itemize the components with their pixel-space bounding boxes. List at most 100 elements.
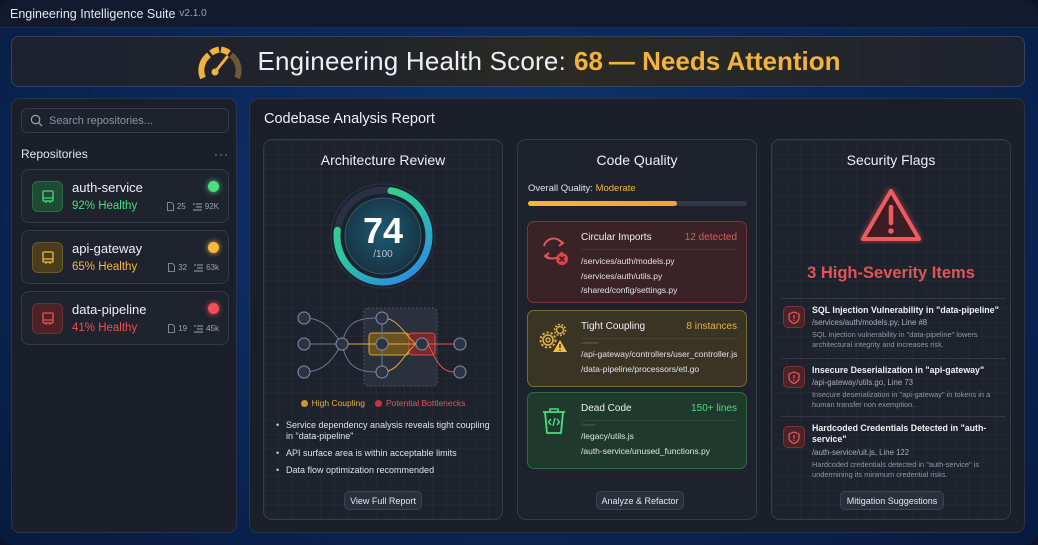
panel-title: Security Flags [846, 152, 936, 168]
lines-icon [194, 325, 204, 332]
issue-dead-code[interactable]: Dead Code 150+ lines Unused /legacy/util… [527, 392, 747, 469]
repo-icon [32, 181, 63, 212]
architecture-score-max: /100 [373, 249, 393, 260]
overall-quality-value: Moderate [595, 183, 636, 194]
repo-health: 65% Healthy [72, 261, 138, 273]
repo-icon [32, 303, 63, 334]
repo-stats: 32 63k [168, 263, 219, 272]
architecture-findings: Service dependency analysis reveals tigh… [276, 420, 498, 482]
title-bar: Engineering Intelligence Suite v2.1.0 [0, 0, 1038, 28]
issue-name: Tight Coupling [581, 321, 646, 332]
repo-card-auth-service[interactable]: auth-service 92% Healthy 25 92K [21, 169, 229, 223]
architecture-review-panel: Architecture Review [263, 139, 503, 520]
overall-quality: Overall Quality: Moderate [528, 183, 636, 194]
warning-triangle-icon [860, 188, 922, 242]
panel-title: Code Quality [596, 152, 678, 168]
repo-card-api-gateway[interactable]: api-gateway 65% Healthy 32 63k [21, 230, 229, 284]
shield-alert-icon [783, 366, 805, 388]
flag-title: Insecure Deserialization in "api-gateway… [812, 365, 985, 375]
app-title: Engineering Intelligence Suite [10, 6, 176, 21]
issue-tight-coupling[interactable]: Tight Coupling 8 instances Instances /ap… [527, 310, 747, 387]
view-full-report-button[interactable]: View Full Report [344, 491, 422, 510]
repo-stats: 25 92K [166, 202, 219, 211]
trash-code-icon [543, 408, 565, 434]
quality-progress-bar [528, 201, 747, 206]
high-severity-count: 3 High-Severity Items [807, 264, 975, 282]
legend-high-coupling: High Coupling [300, 398, 365, 408]
panel-title: Architecture Review [320, 152, 446, 168]
report-title: Codebase Analysis Report [264, 111, 435, 127]
repo-name: data-pipeline [72, 302, 147, 317]
status-dot [208, 181, 219, 192]
flag-path: /services/auth/models.py, Line #8 [812, 318, 928, 327]
issue-count: 12 detected [684, 232, 737, 243]
search-input[interactable] [49, 114, 219, 127]
issue-name: Dead Code [581, 403, 632, 414]
app-version: v2.1.0 [179, 8, 207, 19]
speedometer-icon [198, 46, 243, 79]
file-icon [166, 202, 174, 211]
repositories-header: Repositories ··· [21, 145, 229, 163]
issue-circular-imports[interactable]: Circular Imports 12 detected /services/a… [527, 221, 747, 303]
status-dot [208, 242, 219, 253]
repo-card-data-pipeline[interactable]: data-pipeline 41% Healthy 19 45k [21, 291, 229, 345]
issue-files: /legacy/utils.js /auth-service/unused_fu… [581, 431, 710, 456]
flag-path: /api-gateway/utils.go, Line 73 [812, 378, 913, 387]
issue-count: 150+ lines [691, 403, 737, 414]
shield-alert-icon [783, 426, 805, 448]
repo-file-count: 25 [176, 202, 186, 211]
flag-description: Insecure deserialization in "api-gateway… [812, 390, 991, 409]
security-flag-item[interactable]: Hardcoded Credentials Detected in "auth-… [781, 416, 1006, 484]
health-score-label: Engineering Health Score: [257, 46, 566, 76]
search-box[interactable] [21, 108, 229, 133]
circular-arrows-icon [543, 237, 568, 265]
health-score-value: 68 [574, 46, 603, 76]
dependency-graph [297, 307, 467, 387]
score-ring [330, 183, 436, 289]
finding-item: API surface area is within acceptable li… [276, 448, 498, 459]
issue-files: /api-gateway/controllers/user_controller… [581, 349, 738, 374]
flag-title: Hardcoded Credentials Detected in "auth-… [812, 423, 987, 444]
repositories-sidebar: Repositories ··· auth-service 92% Health… [11, 98, 237, 533]
security-flag-item[interactable]: Insecure Deserialization in "api-gateway… [781, 358, 1006, 416]
gears-warning-icon [539, 323, 567, 352]
file-icon [168, 324, 176, 333]
analyze-refactor-button[interactable]: Analyze & Refactor [596, 491, 684, 510]
status-dot [208, 303, 219, 314]
repo-line-count: 45k [206, 324, 219, 333]
repo-health: 41% Healthy [72, 322, 138, 334]
flag-title: SQL Injection Vulnerability in "data-pip… [812, 305, 999, 315]
issue-count: 8 instances [686, 321, 737, 332]
repo-line-count: 63k [206, 263, 219, 272]
shield-alert-icon [783, 306, 805, 328]
repo-icon [32, 242, 63, 273]
repo-name: auth-service [72, 180, 143, 195]
repo-file-count: 19 [178, 324, 188, 333]
issue-files: /services/auth/models.py /services/auth/… [581, 256, 678, 295]
finding-item: Service dependency analysis reveals tigh… [276, 420, 498, 442]
mitigation-suggestions-button[interactable]: Mitigation Suggestions [840, 491, 944, 510]
graph-legend: High Coupling Potential Bottlenecks [264, 398, 502, 408]
issue-name: Circular Imports [581, 232, 652, 243]
legend-bottlenecks: Potential Bottlenecks [375, 398, 465, 408]
security-flag-item[interactable]: SQL Injection Vulnerability in "data-pip… [781, 298, 1006, 358]
repo-name: api-gateway [72, 241, 143, 256]
flag-description: Hardcoded credentials detected in "auth-… [812, 460, 980, 479]
code-quality-panel: Code Quality Overall Quality: Moderate C… [517, 139, 757, 520]
analysis-report: Codebase Analysis Report Architecture Re… [249, 98, 1025, 533]
repo-health: 92% Healthy [72, 200, 138, 212]
file-icon [168, 263, 176, 272]
lines-icon [194, 264, 204, 271]
repo-file-count: 32 [178, 263, 188, 272]
security-flags-panel: Security Flags 3 High-Severity Items SQL… [771, 139, 1011, 520]
health-score-status: — Needs Attention [608, 46, 841, 76]
more-options-icon[interactable]: ··· [214, 147, 229, 161]
health-score-banner: Engineering Health Score: 68 — Needs Att… [11, 36, 1025, 87]
architecture-score: 74 [362, 210, 404, 251]
finding-item: Data flow optimization recommended [276, 465, 498, 476]
repo-line-count: 92K [204, 202, 219, 211]
lines-icon [192, 203, 202, 210]
flag-path: /auth-service/uit.js, Line 122 [812, 448, 910, 457]
repositories-label: Repositories [21, 147, 88, 161]
